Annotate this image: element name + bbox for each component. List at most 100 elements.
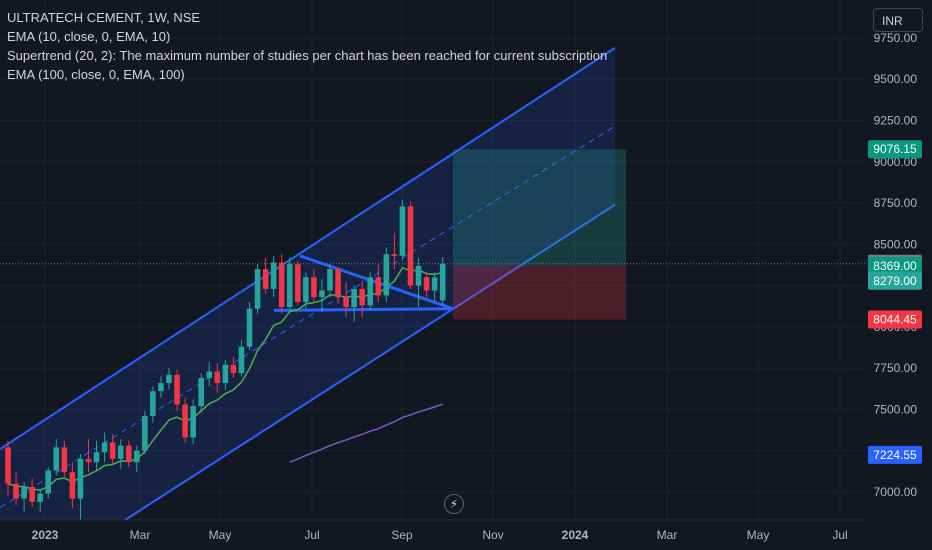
- legend-ema10[interactable]: EMA (10, close, 0, EMA, 10): [7, 29, 171, 44]
- candle-body: [439, 263, 446, 301]
- candle-body: [13, 483, 19, 499]
- legend-symbol[interactable]: ULTRATECH CEMENT, 1W, NSE: [7, 10, 201, 25]
- price-label-bg: [868, 140, 922, 159]
- y-tick-label: 7750.00: [874, 361, 918, 375]
- candle-body: [101, 442, 108, 453]
- candle-body: [407, 206, 414, 286]
- candle-body: [214, 371, 221, 383]
- channel-upper-line: [0, 47, 616, 450]
- price-label: 8044.45: [873, 313, 917, 327]
- y-tick-label: 9250.00: [874, 114, 918, 128]
- candle-body: [93, 452, 100, 463]
- candle-body: [238, 346, 245, 374]
- price-label: 8369.00: [873, 259, 917, 273]
- price-label-bg: [868, 271, 922, 290]
- candle-body: [117, 445, 124, 459]
- candle-body: [327, 269, 333, 291]
- candle-body: [77, 458, 84, 499]
- x-tick-label: Jul: [832, 528, 847, 542]
- x-tick-label: Nov: [482, 528, 503, 542]
- y-tick-label: 9000.00: [874, 155, 918, 169]
- candle-body: [174, 374, 180, 405]
- price-label-bg: [868, 445, 922, 464]
- candle-body: [125, 445, 132, 463]
- candle-body: [343, 297, 349, 308]
- candle-body: [230, 364, 237, 374]
- y-tick-label: 7500.00: [874, 402, 918, 416]
- x-tick-label: May: [209, 528, 232, 542]
- candle-body: [222, 364, 229, 383]
- candle-body: [150, 391, 156, 416]
- candle-body: [5, 447, 11, 484]
- y-tick-label: 8750.00: [874, 196, 918, 210]
- candle-body: [423, 277, 430, 291]
- price-label: 8279.00: [873, 274, 917, 288]
- chart-legend: ULTRATECH CEMENT, 1W, NSE EMA (10, close…: [7, 8, 607, 84]
- candle-body: [166, 374, 172, 383]
- candle-body: [351, 288, 357, 308]
- stop-loss-zone: [453, 265, 626, 320]
- candle-body: [383, 254, 390, 296]
- candle-body: [286, 264, 293, 308]
- candle-body: [375, 277, 382, 296]
- candle-body: [295, 264, 301, 303]
- candle-body: [415, 265, 422, 286]
- candle-body: [29, 486, 35, 502]
- candle-body: [206, 371, 213, 379]
- take-profit-zone: [453, 149, 626, 266]
- candle-body: [53, 447, 60, 471]
- triangle-pattern: [273, 254, 454, 312]
- candle-body: [182, 404, 188, 438]
- candle-body: [431, 277, 438, 291]
- candle-body: [335, 269, 341, 298]
- x-tick-label: 2024: [562, 528, 589, 542]
- legend-ema100[interactable]: EMA (100, close, 0, EMA, 100): [7, 67, 185, 82]
- lightning-icon[interactable]: ⚡: [444, 494, 464, 514]
- candle-body: [190, 406, 196, 438]
- price-label: 9076.15: [873, 142, 917, 156]
- y-tick-label: 8500.00: [874, 237, 918, 251]
- y-tick-label: 9750.00: [874, 31, 918, 45]
- price-label-bg: [868, 310, 922, 329]
- candle-body: [109, 442, 116, 459]
- candle-body: [45, 470, 52, 494]
- candle-body: [270, 262, 277, 289]
- candle-body: [319, 290, 325, 298]
- candle-body: [399, 206, 406, 256]
- candle-body: [278, 262, 285, 308]
- x-tick-label: Jul: [304, 528, 319, 542]
- price-label: 7224.55: [873, 448, 917, 462]
- legend-supertrend[interactable]: Supertrend (20, 2): The maximum number o…: [7, 48, 608, 63]
- x-tick-label: May: [747, 528, 770, 542]
- candle-body: [198, 378, 204, 407]
- candle-body: [367, 277, 374, 306]
- x-tick-label: 2023: [32, 528, 59, 542]
- candle-body: [254, 269, 261, 309]
- candle-body: [158, 382, 164, 392]
- candle-body: [85, 458, 92, 463]
- candle-body: [69, 472, 76, 499]
- x-tick-label: Mar: [130, 528, 151, 542]
- channel-lower-line: [124, 203, 616, 521]
- x-tick-label: Mar: [657, 528, 678, 542]
- candle-body: [134, 450, 140, 463]
- candle-body: [303, 277, 309, 303]
- y-tick-label: 7000.00: [874, 485, 918, 499]
- candle-body: [21, 486, 27, 499]
- candle-body: [142, 416, 148, 451]
- price-label-bg: [868, 256, 922, 275]
- time-axis: [0, 520, 866, 550]
- candle-body: [262, 269, 269, 289]
- candle-body: [37, 493, 43, 502]
- candle-body: [391, 254, 398, 256]
- candle-body: [61, 447, 68, 473]
- candle-body: [359, 288, 365, 306]
- currency-button[interactable]: INR: [873, 8, 923, 32]
- candle-body: [246, 308, 253, 347]
- ema100-line: [289, 403, 443, 463]
- y-tick-label: 9500.00: [874, 72, 918, 86]
- candle-body: [311, 277, 317, 298]
- x-tick-label: Sep: [391, 528, 413, 542]
